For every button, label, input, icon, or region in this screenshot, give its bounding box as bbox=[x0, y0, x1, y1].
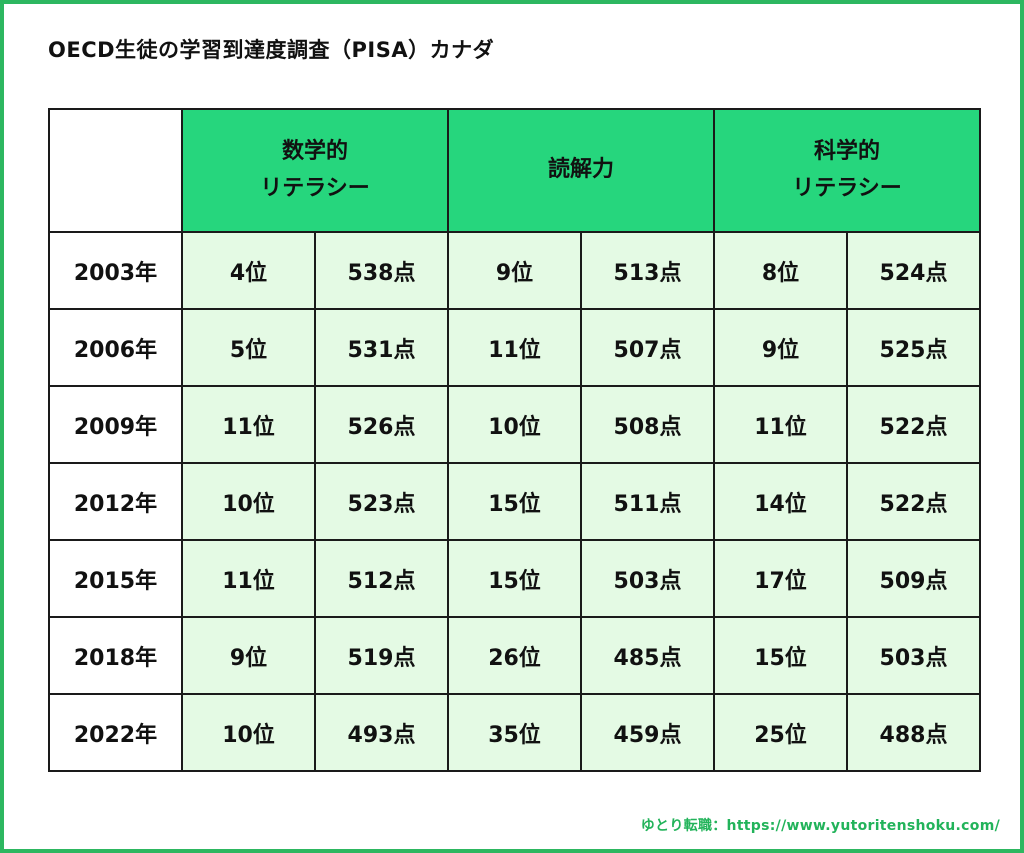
reading-score-cell: 508点 bbox=[580, 385, 715, 464]
header-label-line: 数学的 bbox=[281, 139, 348, 165]
pisa-results-table: 数学的 リテラシー 読解力 科学的 リテラシー 2003年 4位 538点 9位 513… bbox=[48, 108, 981, 772]
reading-score-cell: 513点 bbox=[580, 231, 715, 310]
reading-rank-cell: 9位 bbox=[447, 231, 582, 310]
year-cell: 2018年 bbox=[48, 616, 183, 695]
year-cell: 2003年 bbox=[48, 231, 183, 310]
science-rank-cell: 11位 bbox=[713, 385, 848, 464]
reading-rank-cell: 10位 bbox=[447, 385, 582, 464]
science-score-cell: 488点 bbox=[846, 693, 981, 772]
math-rank-cell: 11位 bbox=[181, 385, 316, 464]
reading-score-cell: 511点 bbox=[580, 462, 715, 541]
header-label-line: リテラシー bbox=[792, 175, 902, 201]
year-cell: 2006年 bbox=[48, 308, 183, 387]
math-rank-cell: 11位 bbox=[181, 539, 316, 618]
math-score-cell: 523点 bbox=[314, 462, 449, 541]
table-row: 2012年 10位 523点 15位 511点 14位 522点 bbox=[48, 462, 981, 541]
table-row: 2009年 11位 526点 10位 508点 11位 522点 bbox=[48, 385, 981, 464]
header-label-line: 読解力 bbox=[547, 157, 614, 183]
header-label-line: リテラシー bbox=[260, 175, 370, 201]
table-header-row: 数学的 リテラシー 読解力 科学的 リテラシー bbox=[48, 108, 981, 233]
math-rank-cell: 10位 bbox=[181, 462, 316, 541]
header-science-literacy: 科学的 リテラシー bbox=[713, 108, 981, 233]
table-row: 2003年 4位 538点 9位 513点 8位 524点 bbox=[48, 231, 981, 310]
math-score-cell: 512点 bbox=[314, 539, 449, 618]
math-rank-cell: 5位 bbox=[181, 308, 316, 387]
science-score-cell: 509点 bbox=[846, 539, 981, 618]
reading-rank-cell: 15位 bbox=[447, 462, 582, 541]
math-score-cell: 538点 bbox=[314, 231, 449, 310]
science-score-cell: 522点 bbox=[846, 385, 981, 464]
reading-rank-cell: 11位 bbox=[447, 308, 582, 387]
science-rank-cell: 8位 bbox=[713, 231, 848, 310]
year-cell: 2015年 bbox=[48, 539, 183, 618]
header-reading-literacy: 読解力 bbox=[447, 108, 715, 233]
header-math-literacy: 数学的 リテラシー bbox=[181, 108, 449, 233]
table-row: 2006年 5位 531点 11位 507点 9位 525点 bbox=[48, 308, 981, 387]
header-label-line: 科学的 bbox=[813, 139, 880, 165]
science-score-cell: 522点 bbox=[846, 462, 981, 541]
table-body: 2003年 4位 538点 9位 513点 8位 524点 2006年 5位 531点 11位 507… bbox=[48, 231, 981, 772]
reading-score-cell: 485点 bbox=[580, 616, 715, 695]
math-score-cell: 493点 bbox=[314, 693, 449, 772]
science-rank-cell: 9位 bbox=[713, 308, 848, 387]
reading-score-cell: 507点 bbox=[580, 308, 715, 387]
reading-rank-cell: 15位 bbox=[447, 539, 582, 618]
math-score-cell: 519点 bbox=[314, 616, 449, 695]
reading-rank-cell: 35位 bbox=[447, 693, 582, 772]
table-row: 2018年 9位 519点 26位 485点 15位 503点 bbox=[48, 616, 981, 695]
science-score-cell: 524点 bbox=[846, 231, 981, 310]
reading-score-cell: 503点 bbox=[580, 539, 715, 618]
science-rank-cell: 25位 bbox=[713, 693, 848, 772]
table-row: 2015年 11位 512点 15位 503点 17位 509点 bbox=[48, 539, 981, 618]
science-score-cell: 503点 bbox=[846, 616, 981, 695]
page-title: OECD生徒の学習到達度調査（PISA）カナダ bbox=[48, 38, 495, 62]
footer-credit: ゆとり転職：https://www.yutoritenshoku.com/ bbox=[640, 818, 1000, 834]
science-rank-cell: 17位 bbox=[713, 539, 848, 618]
science-rank-cell: 15位 bbox=[713, 616, 848, 695]
table-corner-cell bbox=[48, 108, 183, 233]
reading-score-cell: 459点 bbox=[580, 693, 715, 772]
year-cell: 2009年 bbox=[48, 385, 183, 464]
table-row: 2022年 10位 493点 35位 459点 25位 488点 bbox=[48, 693, 981, 772]
math-score-cell: 531点 bbox=[314, 308, 449, 387]
year-cell: 2012年 bbox=[48, 462, 183, 541]
math-rank-cell: 9位 bbox=[181, 616, 316, 695]
science-score-cell: 525点 bbox=[846, 308, 981, 387]
math-rank-cell: 4位 bbox=[181, 231, 316, 310]
math-rank-cell: 10位 bbox=[181, 693, 316, 772]
science-rank-cell: 14位 bbox=[713, 462, 848, 541]
year-cell: 2022年 bbox=[48, 693, 183, 772]
reading-rank-cell: 26位 bbox=[447, 616, 582, 695]
math-score-cell: 526点 bbox=[314, 385, 449, 464]
